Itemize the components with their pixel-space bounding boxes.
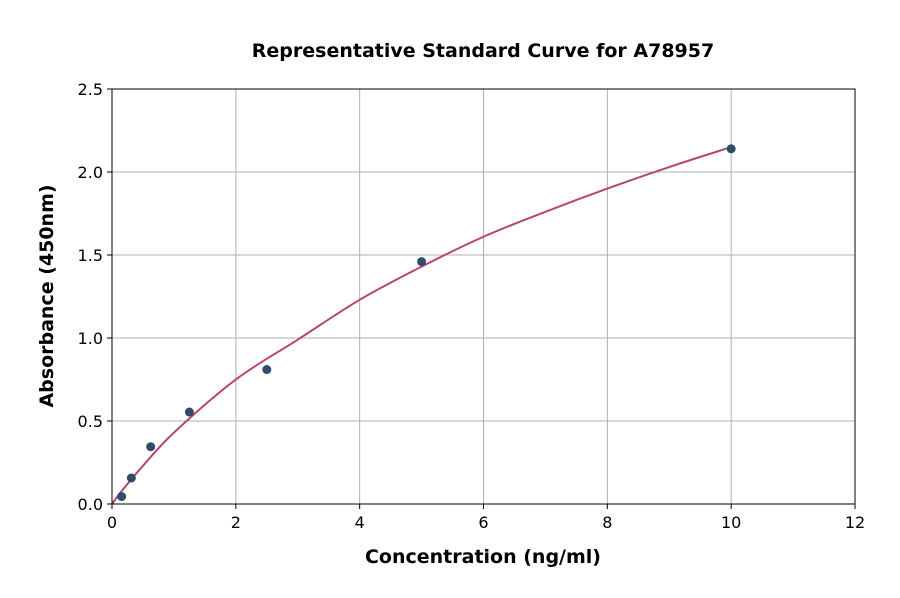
data-point xyxy=(262,365,272,375)
x-tick-label: 4 xyxy=(355,513,365,532)
data-point xyxy=(126,473,136,483)
y-tick-label: 0.5 xyxy=(78,412,103,431)
data-point xyxy=(726,144,736,154)
fit-curve xyxy=(111,146,732,505)
y-tick-label: 1.5 xyxy=(78,246,103,265)
y-axis-label: Absorbance (450nm) xyxy=(36,184,58,407)
x-tick-label: 6 xyxy=(478,513,488,532)
plot-frame xyxy=(111,88,856,505)
y-tick-label: 0.0 xyxy=(78,495,103,514)
x-axis-label: Concentration (ng/ml) xyxy=(365,546,601,568)
data-point xyxy=(184,407,194,417)
chart-title: Representative Standard Curve for A78957 xyxy=(252,40,714,62)
x-tick-label: 2 xyxy=(231,513,241,532)
data-point xyxy=(417,257,427,267)
x-tick-label: 10 xyxy=(721,513,741,532)
x-tick-label: 8 xyxy=(602,513,612,532)
data-point xyxy=(117,492,127,502)
data-point xyxy=(146,442,156,452)
y-tick-label: 2.0 xyxy=(78,163,103,182)
x-tick-label: 12 xyxy=(845,513,865,532)
y-tick-label: 1.0 xyxy=(78,329,103,348)
x-tick-label: 0 xyxy=(107,513,117,532)
y-tick-label: 2.5 xyxy=(78,80,103,99)
